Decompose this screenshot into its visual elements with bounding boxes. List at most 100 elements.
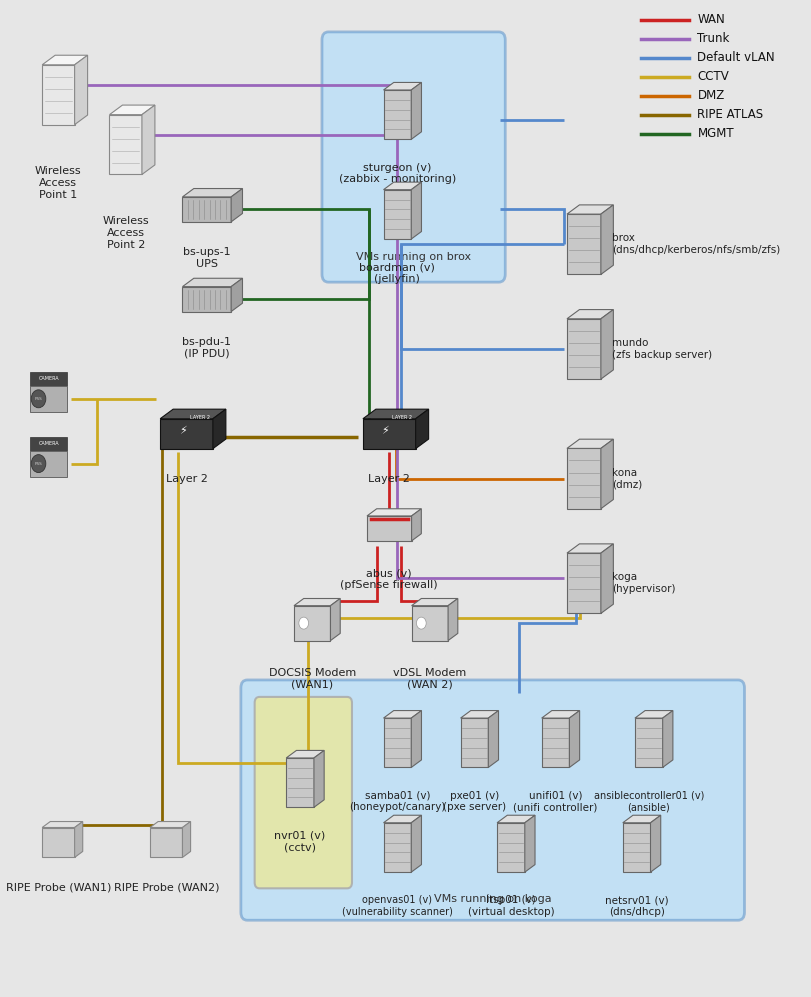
Polygon shape bbox=[161, 419, 212, 449]
Polygon shape bbox=[384, 83, 422, 90]
Polygon shape bbox=[415, 409, 428, 449]
Polygon shape bbox=[461, 718, 488, 768]
Polygon shape bbox=[150, 822, 191, 828]
Polygon shape bbox=[488, 711, 499, 768]
Text: VMs running on koga: VMs running on koga bbox=[434, 894, 551, 904]
Text: pxe01 (v)
(pxe server): pxe01 (v) (pxe server) bbox=[443, 791, 506, 813]
Polygon shape bbox=[161, 409, 225, 419]
Text: bs-ups-1
UPS: bs-ups-1 UPS bbox=[183, 247, 230, 269]
Text: Layer 2: Layer 2 bbox=[368, 474, 410, 484]
Polygon shape bbox=[635, 718, 663, 768]
Polygon shape bbox=[542, 711, 580, 718]
Polygon shape bbox=[42, 55, 88, 65]
Text: MGMT: MGMT bbox=[697, 127, 734, 141]
Text: PSS: PSS bbox=[35, 462, 42, 466]
Polygon shape bbox=[411, 182, 422, 239]
Polygon shape bbox=[363, 409, 428, 419]
Text: RIPE Probe (WAN2): RIPE Probe (WAN2) bbox=[114, 882, 219, 892]
Polygon shape bbox=[42, 822, 83, 828]
Polygon shape bbox=[567, 310, 613, 319]
Text: bs-pdu-1
(IP PDU): bs-pdu-1 (IP PDU) bbox=[182, 337, 231, 359]
Text: ltsp01 (v)
(virtual desktop): ltsp01 (v) (virtual desktop) bbox=[468, 895, 554, 917]
Polygon shape bbox=[623, 816, 661, 823]
Text: abus (v)
(pfSense firewall): abus (v) (pfSense firewall) bbox=[341, 568, 438, 590]
Polygon shape bbox=[567, 544, 613, 553]
Polygon shape bbox=[367, 516, 411, 541]
Circle shape bbox=[298, 617, 308, 629]
Polygon shape bbox=[567, 214, 601, 274]
Polygon shape bbox=[384, 816, 422, 823]
Polygon shape bbox=[109, 105, 155, 115]
Polygon shape bbox=[567, 449, 601, 508]
Polygon shape bbox=[212, 409, 225, 449]
Text: LAYER 2: LAYER 2 bbox=[190, 415, 209, 421]
Polygon shape bbox=[384, 182, 422, 189]
Polygon shape bbox=[75, 55, 88, 125]
Text: ansiblecontroller01 (v)
(ansible): ansiblecontroller01 (v) (ansible) bbox=[594, 791, 704, 813]
Polygon shape bbox=[411, 711, 422, 768]
Text: vDSL Modem
(WAN 2): vDSL Modem (WAN 2) bbox=[393, 668, 466, 690]
Polygon shape bbox=[231, 188, 242, 222]
Polygon shape bbox=[567, 553, 601, 613]
Text: CCTV: CCTV bbox=[697, 70, 729, 84]
Polygon shape bbox=[75, 822, 83, 857]
Polygon shape bbox=[411, 83, 422, 140]
Polygon shape bbox=[182, 287, 231, 311]
Text: nvr01 (v)
(cctv): nvr01 (v) (cctv) bbox=[274, 831, 326, 852]
Text: RIPE ATLAS: RIPE ATLAS bbox=[697, 108, 764, 122]
Polygon shape bbox=[663, 711, 673, 768]
Polygon shape bbox=[384, 189, 411, 239]
Text: Trunk: Trunk bbox=[697, 32, 730, 46]
Text: ⚡: ⚡ bbox=[381, 426, 389, 436]
Polygon shape bbox=[601, 544, 613, 613]
Polygon shape bbox=[525, 816, 535, 872]
Polygon shape bbox=[31, 451, 67, 477]
Text: CAMERA: CAMERA bbox=[38, 441, 59, 447]
Text: DMZ: DMZ bbox=[697, 89, 725, 103]
Text: koga
(hypervisor): koga (hypervisor) bbox=[612, 572, 676, 594]
Polygon shape bbox=[294, 606, 331, 641]
Polygon shape bbox=[31, 437, 67, 451]
Polygon shape bbox=[601, 310, 613, 379]
Polygon shape bbox=[314, 751, 324, 808]
Polygon shape bbox=[635, 711, 673, 718]
Polygon shape bbox=[42, 65, 75, 125]
Polygon shape bbox=[286, 758, 314, 808]
Polygon shape bbox=[182, 822, 191, 857]
Polygon shape bbox=[182, 188, 242, 197]
Text: PSS: PSS bbox=[35, 397, 42, 401]
Polygon shape bbox=[461, 711, 499, 718]
Polygon shape bbox=[411, 508, 422, 541]
Polygon shape bbox=[109, 115, 142, 174]
Text: WAN: WAN bbox=[697, 13, 725, 27]
Polygon shape bbox=[542, 718, 569, 768]
Text: kona
(dmz): kona (dmz) bbox=[612, 468, 642, 490]
Text: unifi01 (v)
(unifi controller): unifi01 (v) (unifi controller) bbox=[513, 791, 598, 813]
Polygon shape bbox=[567, 319, 601, 379]
Text: DOCSIS Modem
(WAN1): DOCSIS Modem (WAN1) bbox=[268, 668, 356, 690]
Polygon shape bbox=[286, 751, 324, 758]
Polygon shape bbox=[142, 105, 155, 174]
Text: brox
(dns/dhcp/kerberos/nfs/smb/zfs): brox (dns/dhcp/kerberos/nfs/smb/zfs) bbox=[612, 233, 780, 255]
Polygon shape bbox=[31, 372, 67, 386]
Circle shape bbox=[417, 617, 427, 629]
Polygon shape bbox=[497, 816, 535, 823]
Polygon shape bbox=[567, 205, 613, 214]
Circle shape bbox=[31, 390, 45, 408]
Circle shape bbox=[31, 455, 45, 473]
Polygon shape bbox=[182, 278, 242, 287]
Text: boardman (v)
(jellyfin): boardman (v) (jellyfin) bbox=[359, 262, 436, 284]
Polygon shape bbox=[567, 440, 613, 449]
Polygon shape bbox=[497, 823, 525, 872]
Polygon shape bbox=[384, 718, 411, 768]
Polygon shape bbox=[150, 828, 182, 857]
FancyBboxPatch shape bbox=[241, 680, 744, 920]
Text: sturgeon (v)
(zabbix - monitoring): sturgeon (v) (zabbix - monitoring) bbox=[339, 163, 456, 184]
Polygon shape bbox=[182, 197, 231, 222]
Polygon shape bbox=[411, 816, 422, 872]
Polygon shape bbox=[384, 90, 411, 140]
Polygon shape bbox=[367, 508, 422, 516]
Polygon shape bbox=[231, 278, 242, 311]
Polygon shape bbox=[363, 419, 415, 449]
Polygon shape bbox=[569, 711, 580, 768]
